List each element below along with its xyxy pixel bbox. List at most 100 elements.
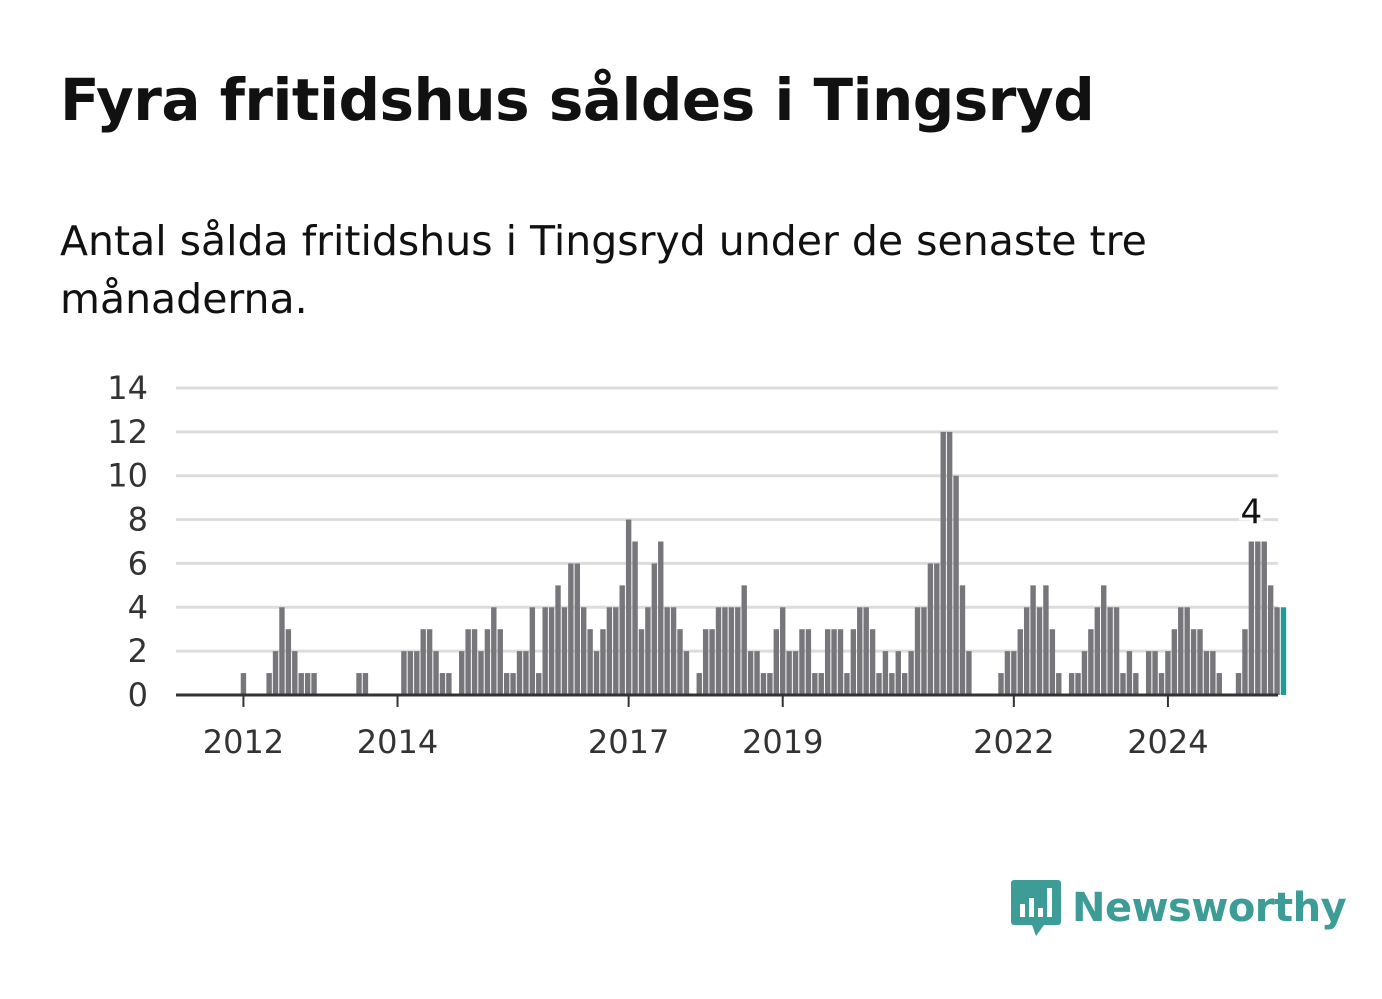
bar xyxy=(593,651,600,695)
bar xyxy=(568,563,574,695)
bar xyxy=(1145,651,1152,695)
bar xyxy=(266,673,272,695)
bar xyxy=(921,607,927,695)
bar xyxy=(471,629,478,695)
x-tick-label: 2022 xyxy=(973,723,1054,761)
bar xyxy=(914,607,921,695)
bar xyxy=(1184,607,1190,695)
bar xyxy=(240,673,247,695)
bar xyxy=(677,629,683,695)
bar xyxy=(600,629,606,695)
bar xyxy=(606,607,613,695)
bar xyxy=(831,629,837,695)
newsworthy-logo: Newsworthy xyxy=(1010,878,1347,938)
bar xyxy=(767,673,773,695)
bar xyxy=(927,563,934,695)
bar xyxy=(459,651,465,695)
bar xyxy=(664,607,670,695)
bar xyxy=(356,673,362,695)
bar xyxy=(292,651,298,695)
bar xyxy=(1004,651,1011,695)
bar xyxy=(902,673,908,695)
bar xyxy=(754,651,760,695)
bar xyxy=(882,651,889,695)
bar xyxy=(1152,651,1158,695)
bar xyxy=(1088,629,1094,695)
bar xyxy=(491,607,497,695)
bar xyxy=(946,431,953,695)
bar xyxy=(908,651,914,695)
newsworthy-logo-icon xyxy=(1011,880,1061,936)
bar xyxy=(561,607,568,695)
bar xyxy=(536,673,542,695)
bar xyxy=(869,629,876,695)
chart-title: Fyra fritidshus såldes i Tingsryd xyxy=(60,66,1095,134)
bar xyxy=(555,585,561,695)
bar xyxy=(426,629,433,695)
bar xyxy=(837,629,844,695)
bar xyxy=(857,607,863,695)
bar xyxy=(414,651,420,695)
bar xyxy=(1216,673,1222,695)
bar xyxy=(1267,585,1274,695)
bar xyxy=(1158,673,1165,695)
bar xyxy=(728,607,735,695)
bar xyxy=(786,651,792,695)
bar xyxy=(959,585,966,695)
y-tick-label: 2 xyxy=(128,632,148,670)
bar xyxy=(966,651,972,695)
bar xyxy=(420,629,426,695)
bar xyxy=(279,607,285,695)
bar xyxy=(1081,651,1088,695)
bar xyxy=(850,629,857,695)
bar xyxy=(1235,673,1242,695)
bar xyxy=(1171,629,1178,695)
bar xyxy=(304,673,311,695)
bar xyxy=(1049,629,1056,695)
bar xyxy=(1113,607,1120,695)
bar xyxy=(715,607,722,695)
bar xyxy=(747,651,754,695)
bar xyxy=(953,475,959,695)
bar xyxy=(632,541,638,695)
bar xyxy=(895,651,901,695)
bar xyxy=(670,607,677,695)
bar xyxy=(741,585,747,695)
bar xyxy=(574,563,580,695)
y-tick-label: 6 xyxy=(128,544,148,582)
bar xyxy=(696,673,702,695)
brand-name: Newsworthy xyxy=(1072,885,1347,931)
y-tick-label: 14 xyxy=(107,369,148,407)
bar xyxy=(702,629,709,695)
bar xyxy=(503,673,510,695)
bar xyxy=(998,673,1004,695)
bar xyxy=(1017,629,1023,695)
bar xyxy=(934,563,940,695)
bar xyxy=(1190,629,1197,695)
bar xyxy=(638,629,645,695)
bar xyxy=(272,651,279,695)
y-tick-label: 12 xyxy=(107,413,148,451)
bar xyxy=(722,607,728,695)
bar xyxy=(1030,585,1036,695)
bar xyxy=(311,673,317,695)
bar xyxy=(780,607,786,695)
bar xyxy=(1126,651,1133,695)
bar xyxy=(510,673,516,695)
bar xyxy=(542,607,548,695)
data-label: 4 xyxy=(1241,493,1263,533)
bar xyxy=(1261,541,1267,695)
bar xyxy=(523,651,529,695)
bar xyxy=(1197,629,1203,695)
chart-subtitle: Antal sålda fritidshus i Tingsryd under … xyxy=(60,217,1147,323)
bar xyxy=(1242,629,1248,695)
bar xyxy=(1094,607,1100,695)
bar xyxy=(433,651,439,695)
bar xyxy=(1120,673,1126,695)
bar xyxy=(1274,607,1280,695)
bar xyxy=(1101,585,1107,695)
bar xyxy=(548,607,555,695)
bar xyxy=(439,673,446,695)
bar xyxy=(581,607,587,695)
